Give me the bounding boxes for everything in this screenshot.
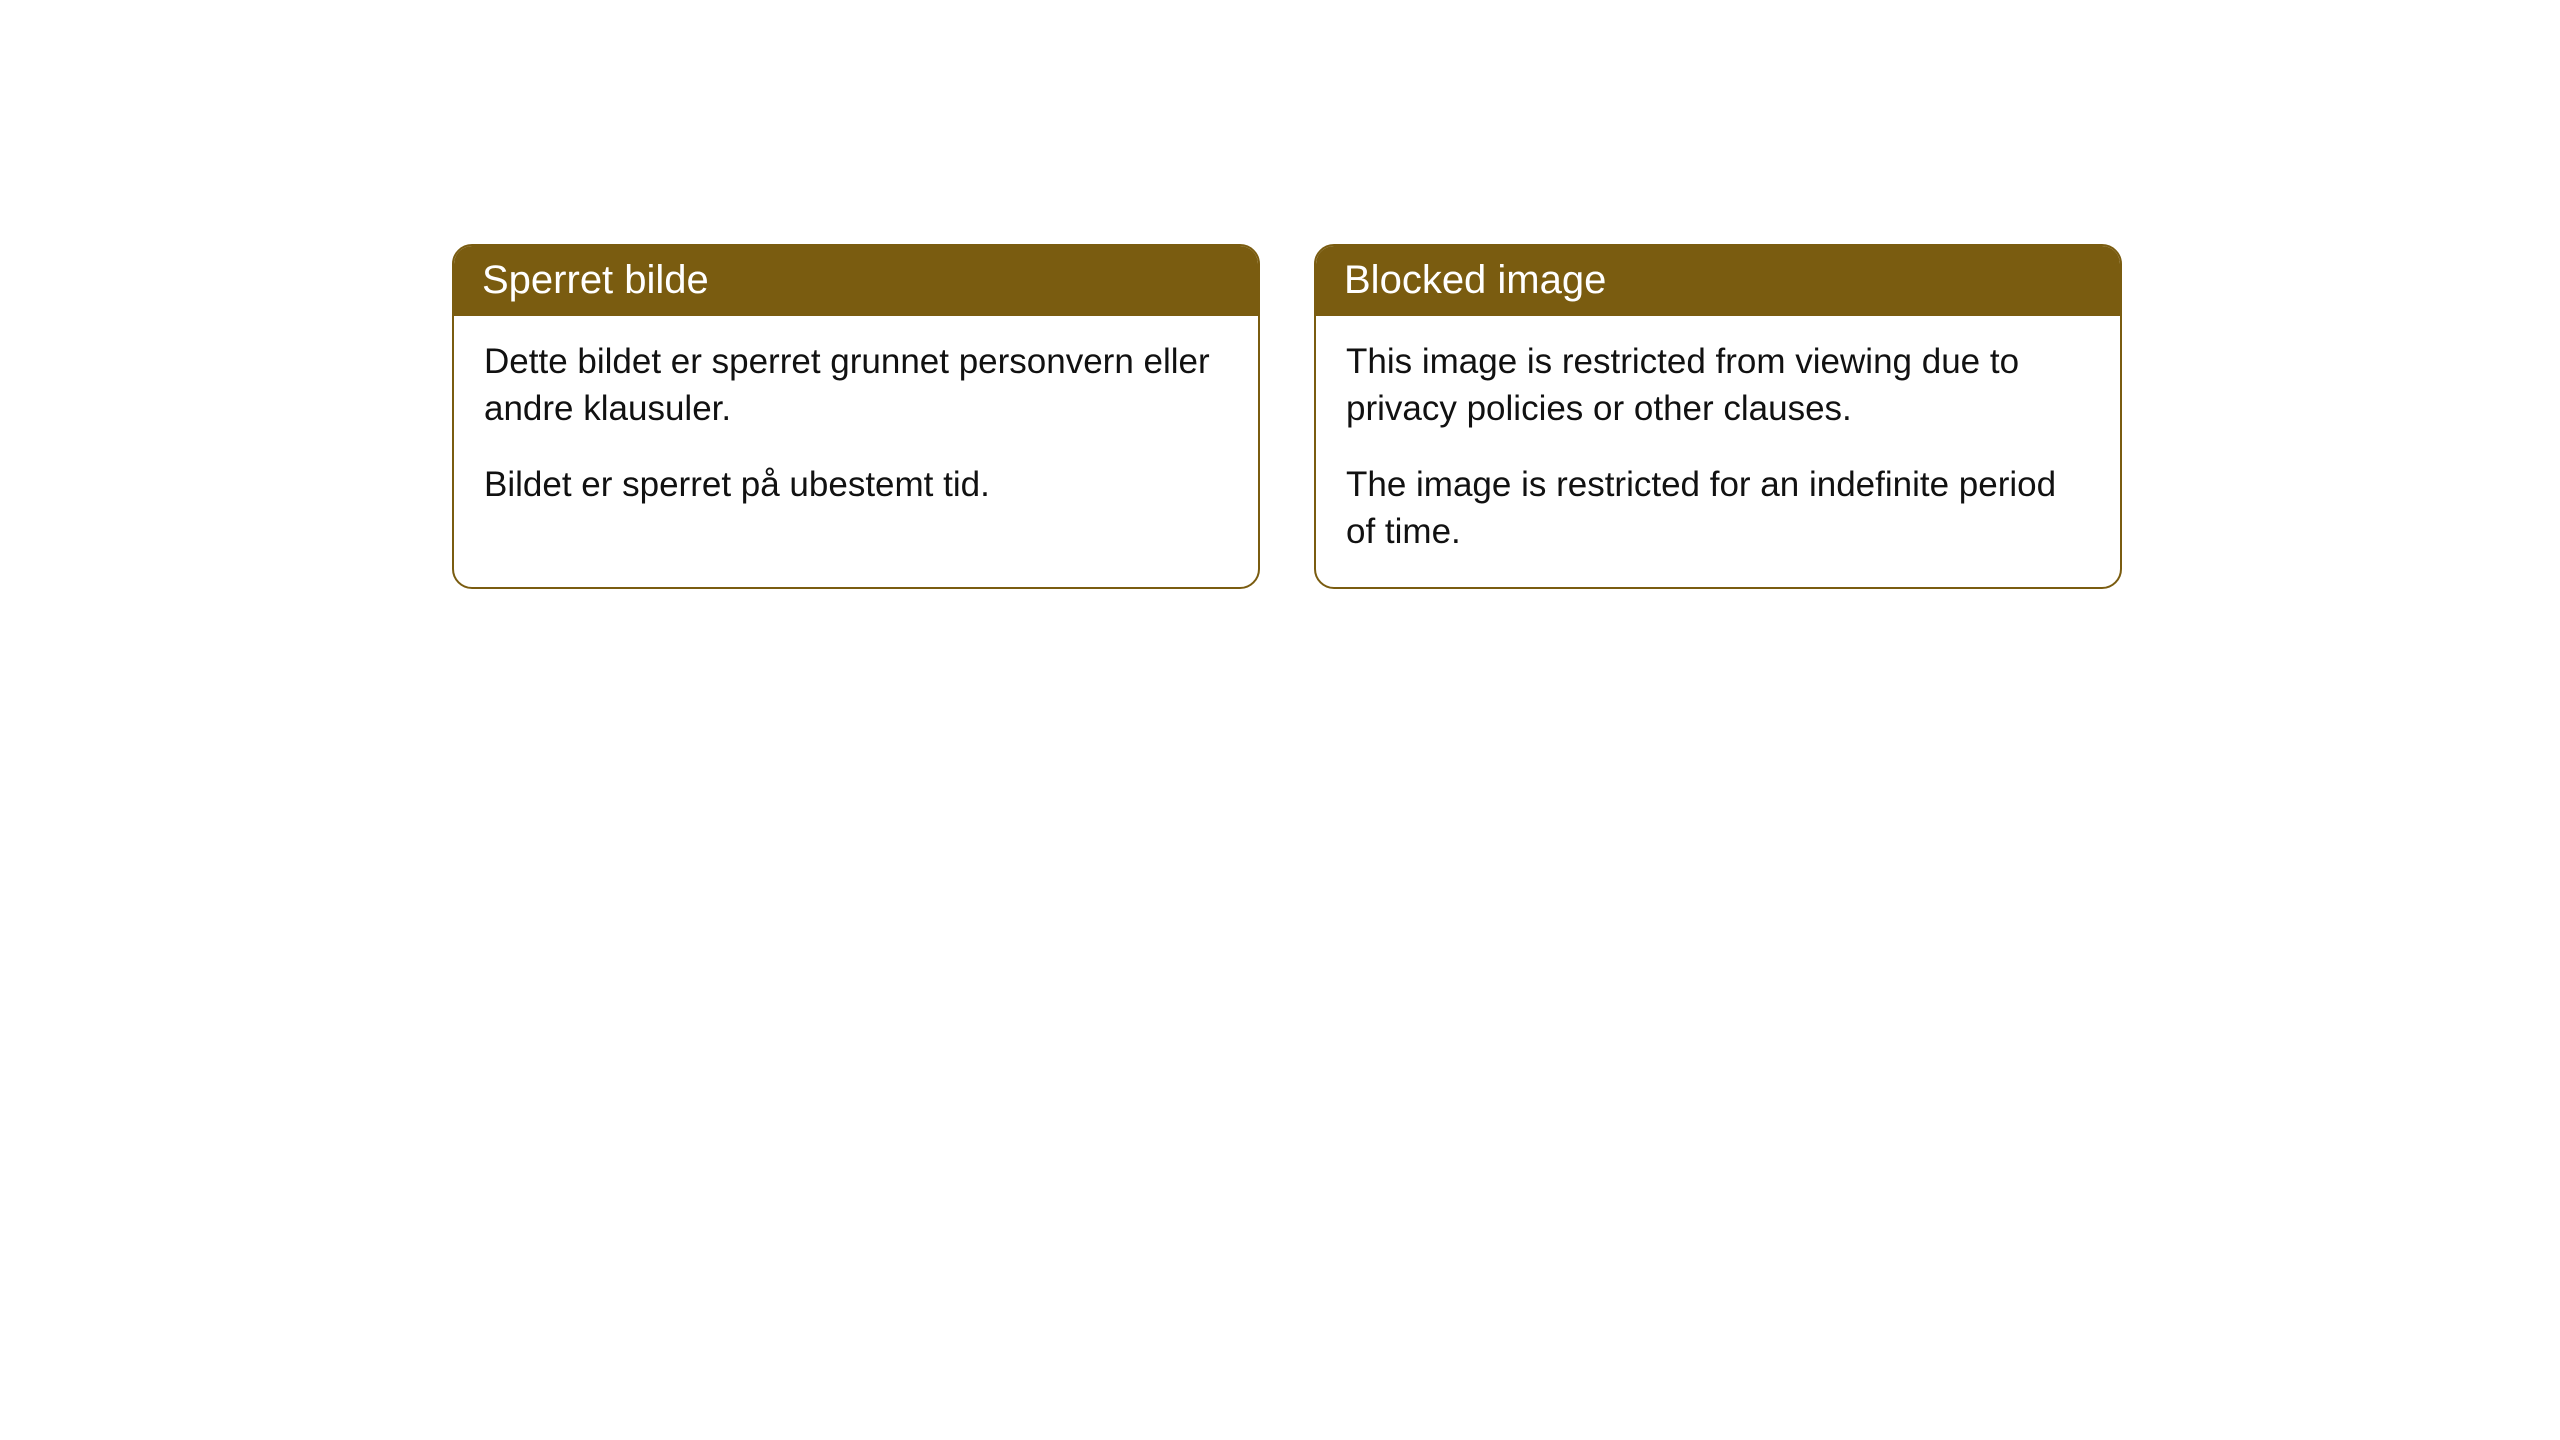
card-header: Sperret bilde	[454, 246, 1258, 316]
card-header: Blocked image	[1316, 246, 2120, 316]
card-paragraph-2: The image is restricted for an indefinit…	[1346, 461, 2090, 556]
card-paragraph-2: Bildet er sperret på ubestemt tid.	[484, 461, 1228, 508]
card-paragraph-1: This image is restricted from viewing du…	[1346, 338, 2090, 433]
blocked-image-card-english: Blocked image This image is restricted f…	[1314, 244, 2122, 589]
card-body: Dette bildet er sperret grunnet personve…	[454, 316, 1258, 540]
blocked-image-card-norwegian: Sperret bilde Dette bildet er sperret gr…	[452, 244, 1260, 589]
cards-container: Sperret bilde Dette bildet er sperret gr…	[0, 0, 2560, 589]
card-body: This image is restricted from viewing du…	[1316, 316, 2120, 587]
card-paragraph-1: Dette bildet er sperret grunnet personve…	[484, 338, 1228, 433]
